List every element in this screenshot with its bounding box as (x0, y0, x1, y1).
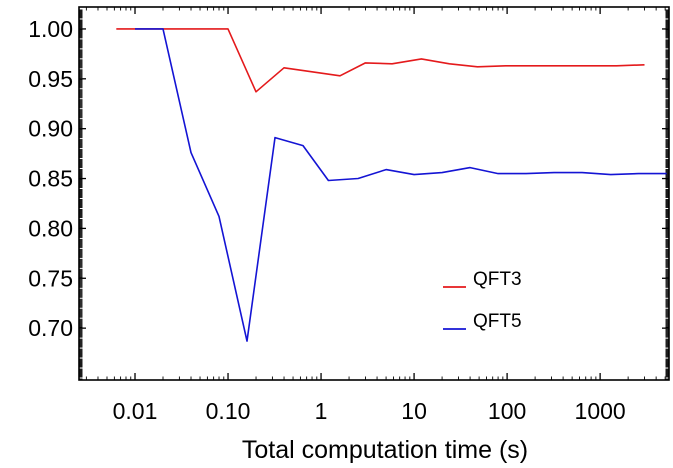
x-tick-label: 0.01 (113, 398, 158, 424)
y-tick-label: 0.80 (28, 215, 73, 241)
series-lines (116, 28, 667, 342)
series-line-qft5 (135, 28, 667, 342)
series-line-qft3 (116, 28, 645, 93)
x-tick-label: 1 (315, 398, 328, 424)
y-tick-label: 1.00 (28, 16, 73, 42)
x-tick-label: 1000 (575, 398, 626, 424)
x-tick-label: 0.10 (206, 398, 251, 424)
axis-ticks: 1.00 0.95 0.90 0.85 0.80 0.75 0.70 0.01 0.10 1 10 1… (28, 7, 669, 424)
y-tick-label: 0.70 (28, 315, 73, 341)
x-axis-title: Total computation time (s) (242, 436, 528, 464)
y-tick-label: 0.75 (28, 265, 73, 291)
y-tick-label: 0.90 (28, 116, 73, 142)
y-tick-label: 0.85 (28, 166, 73, 192)
x-tick-label: 100 (488, 398, 526, 424)
y-tick-label: 0.95 (28, 66, 73, 92)
legend-label-qft3: QFT3 (473, 269, 522, 290)
x-tick-label: 10 (401, 398, 427, 424)
legend-label-qft5: QFT5 (473, 311, 522, 332)
legend: QFT3 QFT5 (443, 269, 522, 332)
